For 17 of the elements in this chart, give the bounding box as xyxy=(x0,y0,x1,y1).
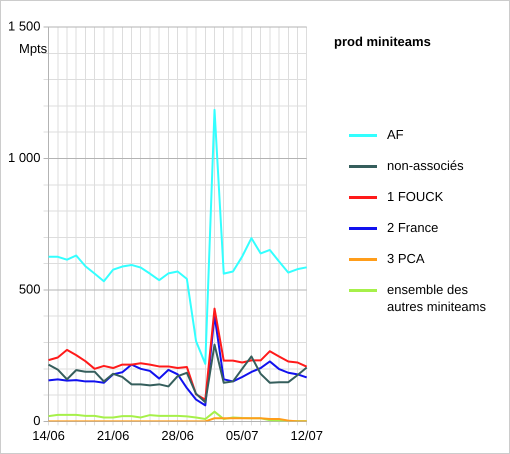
y-tick-label: 1 500 xyxy=(8,18,41,34)
legend-label: ensemble des autres miniteams xyxy=(387,281,487,315)
legend-label: non-associés xyxy=(387,157,464,174)
x-tick-label: 28/06 xyxy=(161,428,194,443)
x-tick-label: 12/07 xyxy=(290,428,324,443)
y-axis-title: Mpts xyxy=(19,41,48,56)
legend-label: 1 FOUCK xyxy=(387,188,444,205)
legend-label: AF xyxy=(387,126,404,143)
y-tick-label: 1 000 xyxy=(8,150,41,166)
x-tick-label: 14/06 xyxy=(32,428,65,443)
x-tick-label: 05/07 xyxy=(226,428,258,443)
legend-label: 3 PCA xyxy=(387,250,425,267)
legend-label: 2 France xyxy=(387,219,438,236)
x-tick-label: 21/06 xyxy=(96,428,130,443)
y-tick-label: 500 xyxy=(18,282,41,297)
y-tick-label: 0 xyxy=(33,412,41,428)
text: prod miniteams xyxy=(334,34,431,49)
